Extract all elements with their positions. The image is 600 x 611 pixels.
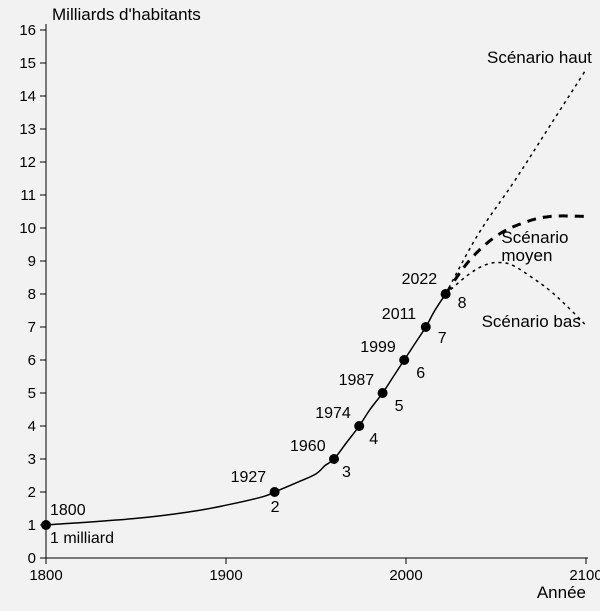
milestone-year: 1999 [360, 339, 396, 356]
milestone-year: 1974 [315, 405, 351, 422]
y-axis-title: Milliards d'habitants [52, 5, 201, 24]
x-tick-label: 2100 [569, 567, 600, 584]
y-tick-label: 11 [20, 187, 36, 204]
y-tick-label: 2 [28, 484, 36, 501]
milestone-value: 6 [416, 365, 425, 382]
label-scenario-high: Scénario haut [487, 48, 592, 67]
milestone-point [441, 289, 451, 299]
milestone-value: 3 [342, 464, 351, 481]
population-chart: 0123456789101112131415161800190020002100… [0, 0, 600, 611]
milestone-value: 7 [438, 330, 447, 347]
y-tick-label: 14 [19, 88, 36, 105]
y-tick-label: 6 [28, 352, 36, 369]
y-tick-label: 1 [28, 517, 36, 534]
y-tick-label: 13 [19, 121, 36, 138]
milestone-year: 2011 [382, 306, 417, 323]
milestone-value: 4 [369, 431, 378, 448]
x-tick-label: 2000 [389, 567, 422, 584]
milestone-year: 1960 [290, 438, 326, 455]
y-tick-label: 8 [28, 286, 36, 303]
milestone-year: 1800 [50, 502, 86, 519]
milestone-year: 2022 [402, 271, 438, 288]
y-tick-label: 7 [28, 319, 36, 336]
y-tick-label: 3 [28, 451, 36, 468]
x-tick-label: 1900 [209, 567, 242, 584]
milestone-point [399, 355, 409, 365]
y-tick-label: 9 [28, 253, 36, 270]
milestone-point [354, 421, 364, 431]
y-tick-label: 16 [19, 22, 36, 39]
y-tick-label: 15 [19, 55, 36, 72]
milestone-year: 1927 [231, 469, 267, 486]
milestone-value: 1 milliard [50, 530, 114, 547]
milestone-year: 1987 [339, 372, 375, 389]
milestone-point [41, 520, 51, 530]
milestone-value: 2 [271, 499, 280, 516]
milestone-value: 5 [395, 398, 404, 415]
milestone-point [270, 487, 280, 497]
x-tick-label: 1800 [29, 567, 62, 584]
label-scenario-low: Scénario bas [482, 312, 581, 331]
chart-svg: 0123456789101112131415161800190020002100… [0, 0, 600, 611]
y-tick-label: 4 [28, 418, 36, 435]
milestone-value: 8 [458, 295, 467, 312]
milestone-point [329, 454, 339, 464]
x-axis-title: Année [537, 583, 586, 602]
y-tick-label: 5 [28, 385, 36, 402]
y-tick-label: 10 [19, 220, 36, 237]
milestone-point [421, 322, 431, 332]
milestone-point [378, 388, 388, 398]
y-tick-label: 12 [19, 154, 36, 171]
y-tick-label: 0 [28, 550, 36, 567]
